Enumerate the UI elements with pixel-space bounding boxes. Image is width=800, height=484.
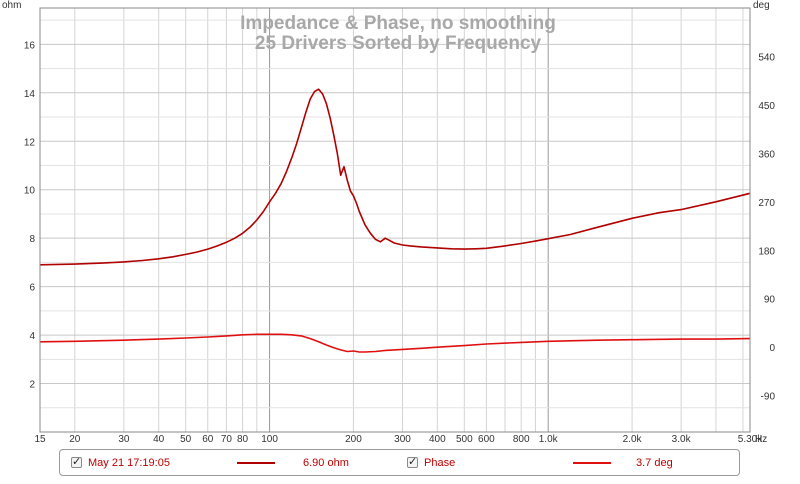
x-tick-label: 50: [180, 434, 192, 445]
legend-value-impedance: 6.90 ohm: [303, 456, 349, 469]
series-lines: [39, 88, 751, 353]
legend-value-phase-wrap: 3.7 deg: [636, 450, 673, 475]
x-tick-label: 800: [513, 434, 530, 445]
left-tick-label: 14: [24, 89, 36, 100]
plot-area: [40, 8, 750, 432]
left-tick-label: 6: [29, 283, 35, 294]
checkbox-phase-icon[interactable]: [407, 455, 418, 468]
legend-entry-phase[interactable]: Phase: [407, 450, 455, 475]
right-axis-label: deg: [753, 0, 770, 11]
left-tick-label: 12: [24, 137, 36, 148]
plot-border: [39, 7, 751, 433]
right-tick-label: 270: [758, 198, 775, 209]
x-tick-label: 30: [118, 434, 130, 445]
right-tick-label: 180: [758, 246, 775, 257]
right-tick-label: 0: [769, 343, 775, 354]
legend-swatch-phase: [573, 462, 611, 464]
x-tick-label: 80: [237, 434, 249, 445]
x-tick-label: 1.0k: [539, 434, 559, 445]
legend-label-phase: Phase: [424, 456, 456, 469]
grid-lines: [40, 8, 750, 432]
left-axis-ticks: 2 4 6 8 10 12 14 16: [24, 40, 36, 390]
right-tick-label: 90: [764, 295, 776, 306]
right-tick-label: 360: [758, 149, 775, 160]
x-axis-unit: Hz: [755, 434, 767, 445]
right-tick-label: 540: [758, 52, 775, 63]
right-axis-ticks: -90 0 90 180 270 360 450 540: [758, 52, 775, 402]
x-tick-label: 400: [429, 434, 446, 445]
x-tick-label: 200: [345, 434, 362, 445]
chart-subtitle: 25 Drivers Sorted by Frequency: [255, 33, 542, 54]
x-tick-label: 500: [456, 434, 473, 445]
x-tick-label: 300: [394, 434, 411, 445]
x-tick-label: 600: [478, 434, 495, 445]
left-tick-label: 10: [24, 186, 36, 197]
x-tick-label: 100: [261, 434, 278, 445]
series-line-impedance: [39, 88, 751, 266]
right-tick-label: -90: [761, 392, 776, 403]
x-tick-label: 40: [153, 434, 165, 445]
x-tick-label: 3.0k: [672, 434, 692, 445]
legend-label-impedance: May 21 17:19:05: [88, 456, 170, 469]
chart-title: Impedance & Phase, no smoothing: [240, 13, 556, 34]
checkbox-impedance-icon[interactable]: [71, 455, 82, 468]
left-axis-label: ohm: [2, 0, 21, 11]
legend-swatch-impedance: [237, 462, 275, 464]
legend-value-phase: 3.7 deg: [636, 456, 673, 469]
x-axis-ticks: 15 20 30 40 50 60 70 80 100 200 300 400 500 600 800 1.0…: [34, 434, 763, 445]
x-tick-label: 60: [202, 434, 214, 445]
series-line-phase: [39, 333, 751, 353]
legend: May 21 17:19:05 6.90 ohm Phase 3.7 deg: [59, 449, 740, 476]
x-tick-label: 70: [221, 434, 233, 445]
right-tick-label: 450: [758, 101, 775, 112]
x-tick-label: 15: [34, 434, 46, 445]
left-tick-label: 8: [29, 234, 35, 245]
legend-value-impedance-wrap: 6.90 ohm: [303, 450, 349, 475]
left-tick-label: 16: [24, 40, 36, 51]
x-tick-label: 5.30k: [738, 434, 763, 445]
left-tick-label: 4: [29, 331, 35, 342]
x-tick-label: 20: [69, 434, 81, 445]
legend-entry-impedance[interactable]: May 21 17:19:05: [71, 450, 170, 475]
left-tick-label: 2: [29, 380, 35, 391]
x-tick-label: 2.0k: [623, 434, 643, 445]
